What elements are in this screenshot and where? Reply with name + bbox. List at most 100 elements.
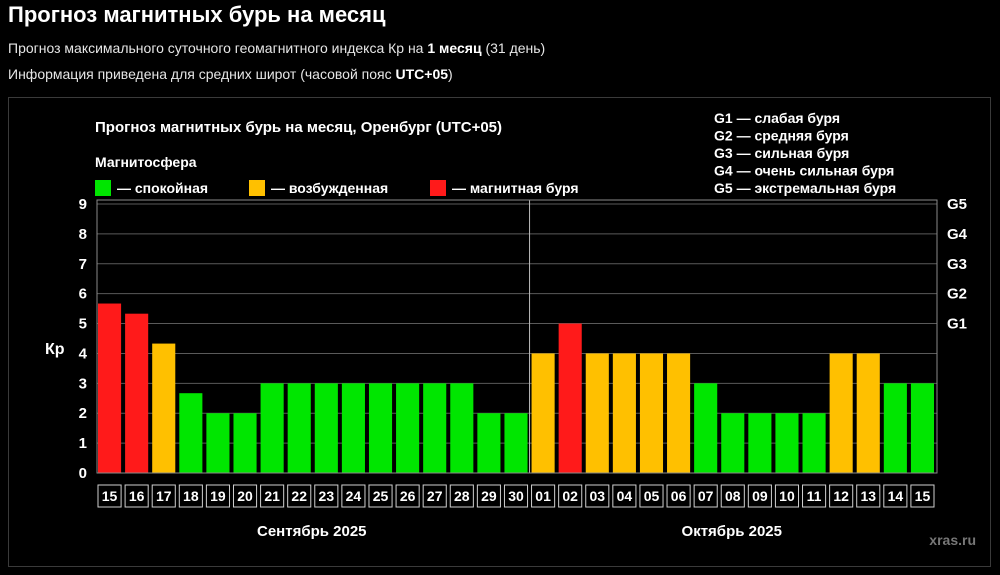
x-tick-label: 10 bbox=[779, 488, 795, 504]
bar bbox=[558, 323, 582, 473]
bar bbox=[368, 383, 393, 473]
plot-frame bbox=[96, 199, 938, 474]
x-tick-label: 06 bbox=[671, 488, 687, 504]
bar bbox=[206, 413, 230, 473]
bar bbox=[829, 353, 853, 473]
x-tick-label: 16 bbox=[129, 488, 145, 504]
x-tick-label: 17 bbox=[156, 488, 172, 504]
g-scale-legend-entry: G4 — очень сильная буря bbox=[714, 163, 894, 179]
x-tick-box bbox=[585, 484, 610, 508]
legend-swatch bbox=[95, 180, 111, 196]
x-tick-label: 20 bbox=[237, 488, 253, 504]
legend-label: — магнитная буря bbox=[452, 180, 579, 196]
bar bbox=[883, 383, 907, 473]
x-tick-label: 15 bbox=[915, 488, 931, 504]
bar bbox=[423, 383, 447, 473]
x-tick-box bbox=[802, 484, 827, 508]
x-tick-box bbox=[368, 484, 393, 508]
x-tick-box bbox=[314, 484, 339, 508]
kp-forecast-chart: Прогноз магнитных бурь на месяц, Оренбур… bbox=[45, 110, 976, 548]
x-tick-label: 24 bbox=[346, 488, 362, 504]
x-tick-label: 08 bbox=[725, 488, 741, 504]
y-axis-label: Кр bbox=[45, 341, 65, 358]
x-tick-label: 09 bbox=[752, 488, 768, 504]
bar bbox=[179, 393, 203, 473]
bar bbox=[98, 303, 122, 473]
month-label: Сентябрь 2025 bbox=[257, 523, 367, 540]
bar bbox=[667, 353, 691, 473]
x-tick-label: 23 bbox=[319, 488, 335, 504]
month-label: Октябрь 2025 bbox=[682, 523, 782, 540]
g-level-label: G5 bbox=[947, 196, 967, 213]
x-tick-label: 05 bbox=[644, 488, 660, 504]
x-tick-box bbox=[422, 484, 447, 508]
x-tick-box bbox=[639, 484, 664, 508]
x-tick-box bbox=[612, 484, 637, 508]
x-tick-box bbox=[883, 484, 908, 508]
bar bbox=[477, 413, 501, 473]
x-tick-box bbox=[856, 484, 881, 508]
y-tick-label: 8 bbox=[79, 226, 87, 243]
bar bbox=[802, 413, 826, 473]
x-tick-label: 03 bbox=[590, 488, 606, 504]
y-tick-label: 3 bbox=[79, 375, 87, 392]
legend-label: — спокойная bbox=[117, 180, 208, 196]
bar bbox=[152, 343, 176, 473]
x-tick-label: 15 bbox=[102, 488, 118, 504]
x-tick-label: 07 bbox=[698, 488, 714, 504]
x-tick-box bbox=[205, 484, 230, 508]
g-scale-legend-entry: G3 — сильная буря bbox=[714, 145, 849, 161]
x-tick-box bbox=[666, 484, 691, 508]
x-tick-box bbox=[232, 484, 258, 508]
x-tick-label: 19 bbox=[210, 488, 226, 504]
x-tick-box bbox=[531, 484, 556, 508]
y-tick-label: 2 bbox=[79, 405, 87, 422]
bar bbox=[748, 413, 772, 473]
x-tick-box bbox=[558, 484, 583, 508]
y-tick-label: 0 bbox=[79, 465, 87, 482]
x-tick-box bbox=[693, 484, 718, 508]
x-tick-label: 26 bbox=[400, 488, 416, 504]
x-tick-box bbox=[747, 484, 772, 508]
desc2-prefix: Информация приведена для средних широт (… bbox=[8, 66, 396, 82]
bar bbox=[450, 383, 474, 473]
x-tick-label: 29 bbox=[481, 488, 497, 504]
bar bbox=[721, 413, 745, 473]
desc2-bold: UTC+05 bbox=[395, 66, 449, 82]
x-tick-box bbox=[774, 484, 800, 508]
bar bbox=[639, 353, 664, 473]
y-tick-label: 5 bbox=[79, 316, 87, 333]
bar bbox=[504, 413, 528, 473]
desc2-suffix: ) bbox=[448, 66, 453, 82]
description-line-1: Прогноз максимального суточного геомагни… bbox=[8, 40, 545, 56]
desc1-suffix: (31 день) bbox=[481, 40, 546, 56]
y-tick-label: 7 bbox=[79, 256, 87, 273]
x-tick-label: 18 bbox=[183, 488, 199, 504]
bar bbox=[612, 353, 636, 473]
bar bbox=[396, 383, 420, 473]
x-tick-label: 01 bbox=[535, 488, 551, 504]
bar bbox=[341, 383, 365, 473]
x-tick-label: 11 bbox=[807, 488, 822, 504]
bar bbox=[125, 313, 149, 473]
bar bbox=[585, 353, 609, 473]
x-tick-label: 21 bbox=[264, 488, 280, 504]
desc1-bold: 1 месяц bbox=[427, 40, 482, 56]
x-tick-box bbox=[287, 484, 312, 508]
legend-swatch bbox=[430, 180, 446, 196]
chart-panel: Прогноз магнитных бурь на месяц, Оренбур… bbox=[8, 97, 991, 567]
y-tick-label: 9 bbox=[79, 196, 87, 213]
bar bbox=[856, 353, 880, 473]
x-tick-label: 22 bbox=[291, 488, 307, 504]
g-level-label: G3 bbox=[947, 256, 967, 273]
x-tick-box bbox=[124, 484, 149, 508]
g-scale-legend-entry: G2 — средняя буря bbox=[714, 128, 849, 144]
x-tick-box bbox=[97, 484, 122, 508]
legend-swatch bbox=[249, 180, 265, 196]
y-tick-label: 6 bbox=[79, 286, 87, 303]
bar bbox=[531, 353, 555, 473]
bar bbox=[260, 383, 284, 473]
chart-title: Прогноз магнитных бурь на месяц, Оренбур… bbox=[95, 119, 502, 136]
bar bbox=[233, 413, 257, 473]
x-tick-box bbox=[395, 484, 420, 508]
